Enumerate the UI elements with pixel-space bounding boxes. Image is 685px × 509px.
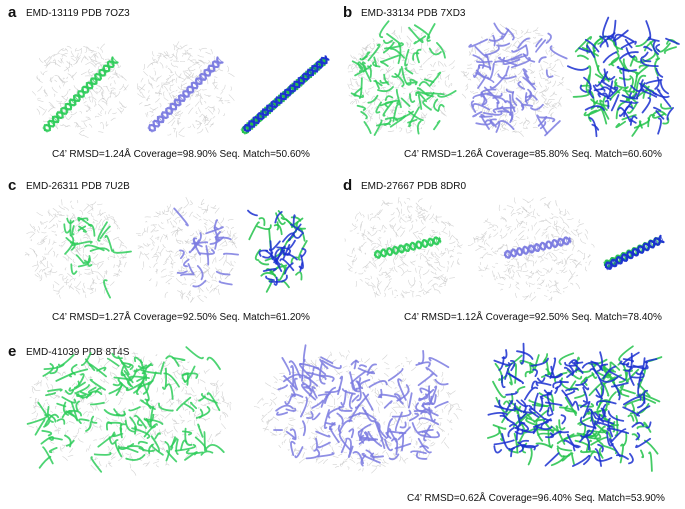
panel-title: EMD-26311 PDB 7U2B [26,181,130,192]
panel-label: b [343,4,353,21]
panel-title: EMD-27667 PDB 8DR0 [361,181,467,192]
model-overlay [603,234,665,271]
density-map-predicted [460,22,572,137]
metrics-text: C4’ RMSD=1.12Å Coverage=92.50% Seq. Matc… [404,312,662,323]
model-overlay [247,209,308,293]
panel-label: c [8,177,17,194]
panel-label: a [8,4,17,21]
density-map-predicted [467,197,595,302]
panel-title: EMD-13119 PDB 7OZ3 [26,8,130,19]
density-map-predicted [135,197,239,303]
density-map-reference [344,197,463,299]
density-map-predicted [253,344,463,474]
density-map-predicted [137,41,235,138]
density-map-reference [347,20,457,136]
model-overlay [240,55,330,135]
metrics-text: C4’ RMSD=1.26Å Coverage=85.80% Seq. Matc… [404,149,662,160]
density-map-reference [26,345,232,476]
panel-label: e [8,343,17,360]
density-map-reference [31,43,129,138]
model-overlay [567,16,680,138]
panel-title: EMD-41039 PDB 8T4S [26,347,130,358]
panel-label: d [343,177,353,194]
density-map-reference [24,199,132,299]
metrics-text: C4’ RMSD=0.62Å Coverage=96.40% Seq. Matc… [407,493,665,504]
metrics-text: C4’ RMSD=1.24Å Coverage=98.90% Seq. Matc… [52,149,310,160]
panel-title: EMD-33134 PDB 7XD3 [361,8,466,19]
model-overlay [487,342,663,472]
metrics-text: C4’ RMSD=1.27Å Coverage=92.50% Seq. Matc… [52,312,310,323]
